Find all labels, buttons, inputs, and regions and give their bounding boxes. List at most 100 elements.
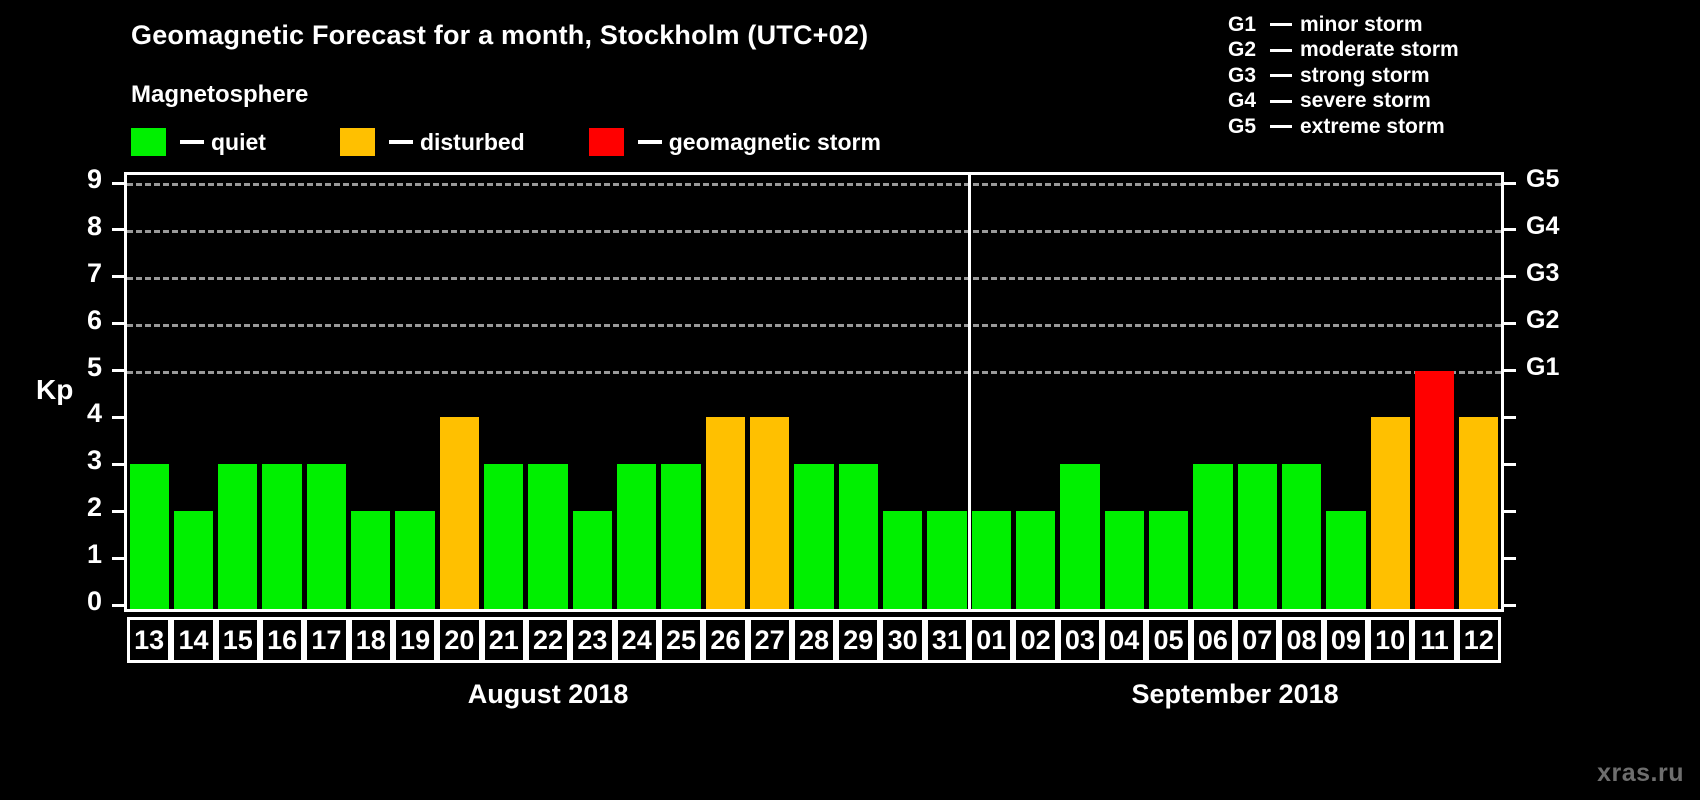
day-label-12[interactable]: 12 [1456,617,1501,663]
day-label-25[interactable]: 25 [658,617,704,663]
bar-day-01[interactable] [971,511,1011,609]
bar-day-26[interactable] [705,417,745,609]
day-label-15[interactable]: 15 [215,617,260,663]
day-label-07[interactable]: 07 [1235,617,1280,663]
day-label-02[interactable]: 02 [1013,617,1058,663]
day-label-30[interactable]: 30 [880,617,925,663]
bar-day-23[interactable] [572,511,613,609]
day-label-13[interactable]: 13 [127,617,172,663]
day-label-22[interactable]: 22 [525,617,571,663]
bar-day-20[interactable] [439,417,480,609]
day-label-29[interactable]: 29 [836,617,881,663]
bar-day-25[interactable] [661,464,701,609]
bar-day-09[interactable] [1326,511,1366,609]
bar-day-30[interactable] [882,511,923,609]
g-scale-code: G1 [1228,12,1257,36]
day-label-10[interactable]: 10 [1368,617,1413,663]
day-label-09[interactable]: 09 [1323,617,1369,663]
day-label-01[interactable]: 01 [969,617,1014,663]
day-label-11[interactable]: 11 [1412,617,1457,663]
g-axis-tick-kp-7 [1504,275,1516,279]
day-label-14[interactable]: 14 [171,617,216,663]
bar-day-12[interactable] [1459,417,1499,609]
g-scale-code: G4 [1228,89,1257,113]
bar-day-13[interactable] [129,464,169,609]
g-axis-tick-kp-4 [1504,415,1516,419]
day-label-20[interactable]: 20 [437,617,482,663]
g-scale-dash-icon [1270,99,1292,103]
bar-day-29[interactable] [838,464,878,609]
g-axis-tick-kp-6 [1504,322,1516,326]
legend-item-disturbed: disturbed [339,128,525,156]
y-tick-label-6: 6 [86,304,102,335]
day-label-26[interactable]: 26 [703,617,748,663]
bar-day-07[interactable] [1237,464,1277,609]
y-tick-label-1: 1 [86,539,102,570]
g-axis-tick-kp-1 [1504,556,1516,560]
g-axis-label-g1: G1 [1526,352,1560,381]
bar-day-18[interactable] [351,511,391,609]
day-label-05[interactable]: 05 [1146,617,1191,663]
day-label-17[interactable]: 17 [304,617,349,663]
g-axis-label-g2: G2 [1526,305,1560,334]
g-scale-dash-icon [1270,74,1292,78]
y-tick-label-7: 7 [86,257,102,288]
g-axis-tick-kp-5 [1504,369,1516,373]
y-tick-7 [112,275,124,279]
day-label-23[interactable]: 23 [570,617,615,663]
y-tick-2 [112,509,124,513]
legend-dash-icon [180,140,204,144]
bar-day-16[interactable] [262,464,302,609]
bar-day-21[interactable] [484,464,524,609]
bar-day-04[interactable] [1104,511,1144,609]
y-tick-5 [112,369,124,373]
day-label-16[interactable]: 16 [259,617,305,663]
bar-day-31[interactable] [927,511,967,609]
day-label-18[interactable]: 18 [348,617,393,663]
bar-day-08[interactable] [1281,464,1322,609]
legend-dash-icon [388,140,413,144]
gridline-kp-9 [127,183,1501,186]
day-label-strip: 13 14 15 16 17 18 19 20 21 22 23 24 25 26 27 28 29 30 31 01… [124,617,1504,663]
bar-day-02[interactable] [1015,511,1056,609]
day-label-06[interactable]: 06 [1190,617,1236,663]
y-tick-3 [112,462,124,466]
day-label-31[interactable]: 31 [924,617,970,663]
bar-day-19[interactable] [395,511,435,609]
bar-day-28[interactable] [794,464,834,609]
y-tick-label-9: 9 [86,164,102,194]
y-tick-label-4: 4 [86,398,102,429]
bar-day-11[interactable] [1414,370,1455,609]
g-axis-label-g5: G5 [1526,165,1560,193]
day-label-04[interactable]: 04 [1102,617,1147,663]
y-tick-8 [112,228,124,232]
g-scale-row-g3: G3 strong storm [1228,63,1459,89]
day-label-03[interactable]: 03 [1057,617,1103,663]
bar-day-05[interactable] [1148,511,1189,609]
bar-day-24[interactable] [617,464,657,609]
g-axis-tick-kp-2 [1504,509,1516,513]
bar-day-17[interactable] [306,464,347,609]
legend-item-label: quiet [211,128,266,155]
y-tick-4 [112,415,124,419]
day-label-21[interactable]: 21 [481,617,526,663]
bar-day-27[interactable] [750,417,790,609]
bar-day-03[interactable] [1060,464,1100,609]
bar-day-06[interactable] [1193,464,1233,609]
y-tick-label-2: 2 [86,492,102,523]
bar-day-14[interactable] [173,511,214,609]
g-scale-label: strong storm [1300,63,1430,87]
day-label-08[interactable]: 08 [1279,617,1324,663]
bar-day-10[interactable] [1370,417,1410,609]
g-axis-tick-kp-9 [1504,181,1516,185]
g-scale-row-g5: G5 extreme storm [1228,114,1459,140]
day-label-27[interactable]: 27 [747,617,792,663]
y-tick-0 [112,603,124,607]
day-label-19[interactable]: 19 [392,617,438,663]
day-label-28[interactable]: 28 [791,617,837,663]
bar-day-15[interactable] [218,464,258,609]
bar-day-22[interactable] [528,464,568,609]
day-label-24[interactable]: 24 [614,617,659,663]
g-scale-label: minor storm [1300,12,1423,36]
g-axis-label-g4: G4 [1526,211,1560,240]
